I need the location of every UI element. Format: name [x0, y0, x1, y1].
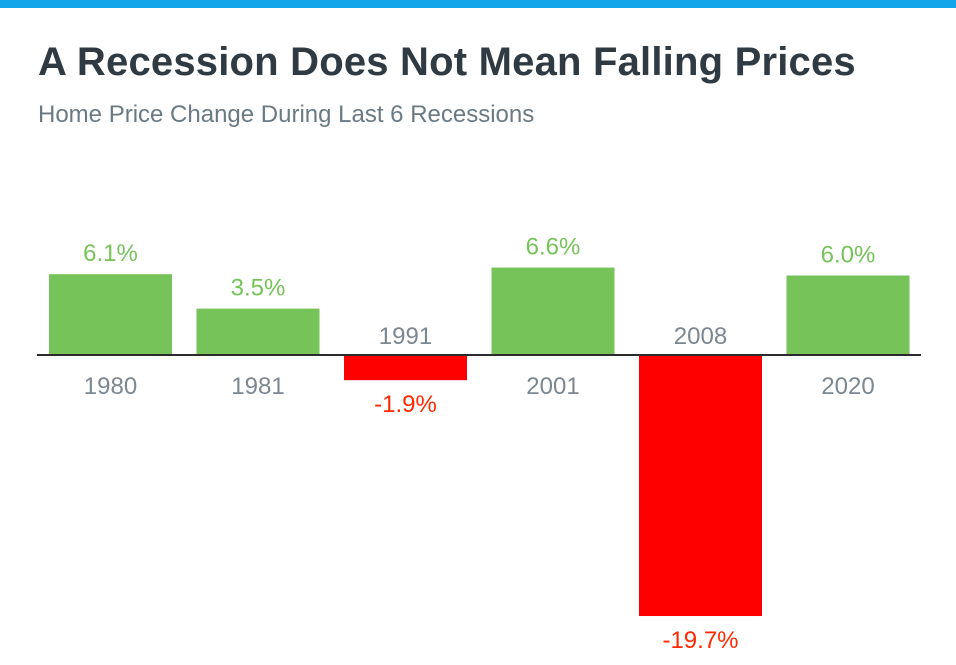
chart-subtitle: Home Price Change During Last 6 Recessio… [38, 101, 535, 128]
value-label-2001: 6.6% [526, 234, 581, 261]
value-label-1980: 6.1% [83, 240, 138, 267]
category-label-1991: 1991 [379, 323, 432, 350]
top-accent-bar [0, 0, 956, 8]
value-label-2020: 6.0% [821, 242, 876, 269]
bar-2020 [786, 275, 910, 355]
chart-title: A Recession Does Not Mean Falling Prices [38, 40, 856, 84]
bar-1991 [344, 355, 467, 381]
value-label-1991: -1.9% [374, 391, 437, 418]
category-label-2020: 2020 [821, 373, 874, 400]
bar-2001 [491, 267, 615, 355]
category-label-2008: 2008 [674, 323, 727, 350]
category-label-2001: 2001 [526, 373, 579, 400]
value-label-1981: 3.5% [231, 275, 286, 302]
value-label-2008: -19.7% [662, 627, 738, 654]
category-label-1980: 1980 [84, 373, 137, 400]
bar-1981 [196, 308, 320, 355]
category-label-1981: 1981 [231, 373, 284, 400]
bar-1980 [49, 274, 172, 355]
bar-2008 [639, 355, 762, 617]
